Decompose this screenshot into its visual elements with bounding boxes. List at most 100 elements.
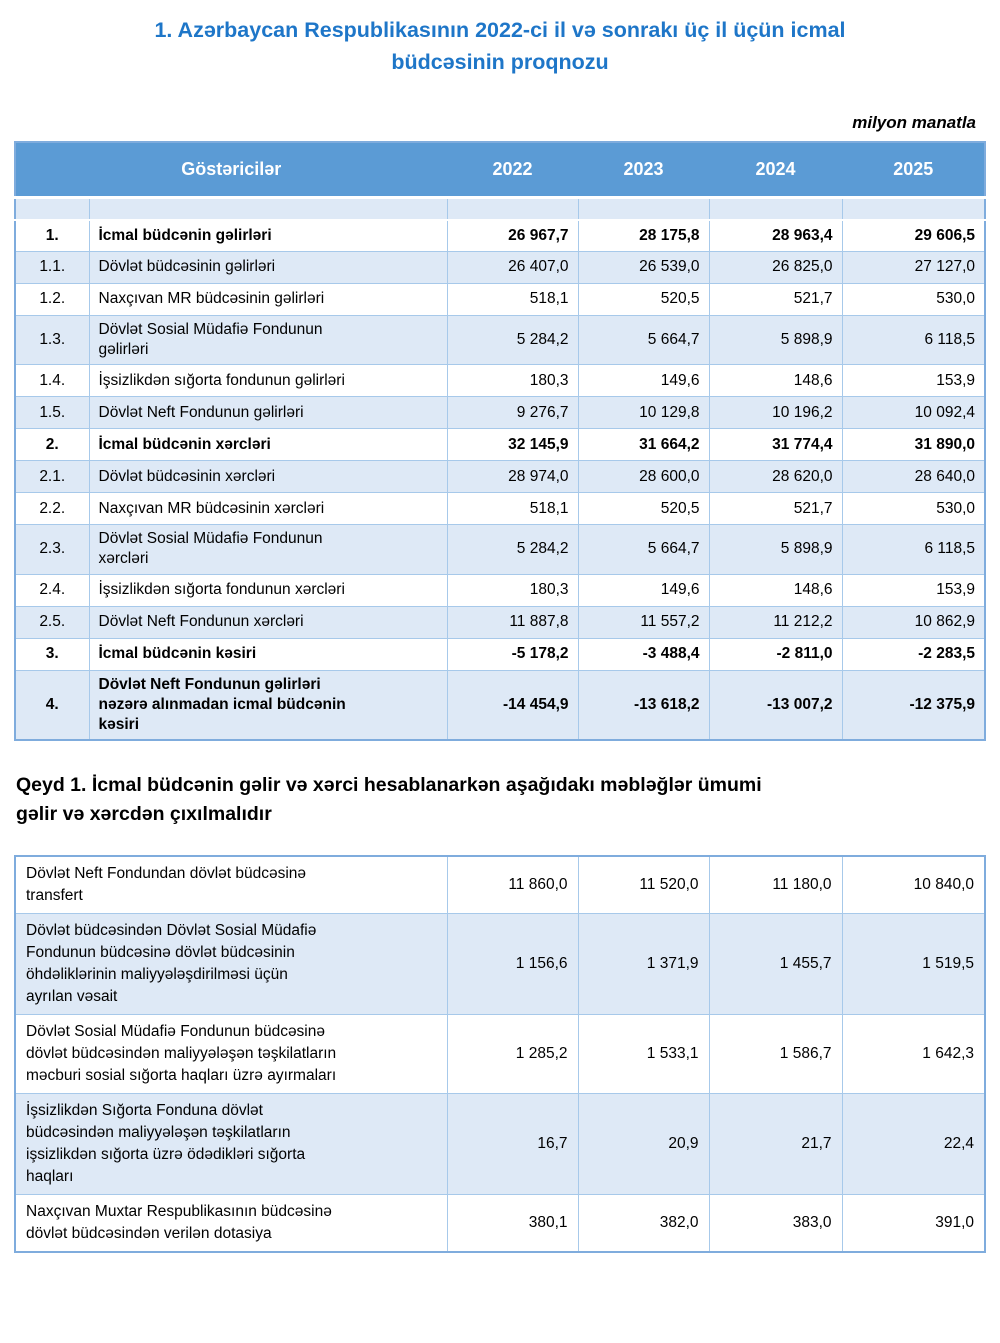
table-row: 1.1. Dövlət büdcəsinin gəlirləri 26 407,0 2… (14, 251, 986, 284)
row-label: İşsizlikdən sığorta fondunun xərcləri (88, 573, 448, 607)
value-2024: 521,7 (708, 283, 843, 316)
row-label: Dövlət Sosial Müdafiə Fondunun büdcəsinə… (14, 1014, 448, 1095)
row-number: 2.2. (14, 492, 90, 526)
value-2024: 11 180,0 (708, 855, 843, 915)
note-text: Qeyd 1. İcmal büdcənin gəlir və xərci he… (16, 773, 762, 826)
value-2025: 530,0 (841, 492, 986, 526)
value-2024: 21,7 (708, 1093, 843, 1196)
value-2022: -14 454,9 (446, 669, 579, 741)
value-2022: 11 860,0 (446, 855, 579, 915)
value-2023: 26 539,0 (577, 251, 710, 284)
value-2025: 31 890,0 (841, 428, 986, 462)
value-2025: -2 283,5 (841, 637, 986, 671)
value-2025: 27 127,0 (841, 251, 986, 284)
value-2022: 16,7 (446, 1093, 579, 1196)
value-2022: 5 284,2 (446, 524, 579, 575)
row-label: İcmal büdcənin xərcləri (88, 428, 448, 462)
value-2023: 149,6 (577, 573, 710, 607)
value-2022: 518,1 (446, 283, 579, 316)
row-label: Dövlət Neft Fondundan dövlət büdcəsinə t… (14, 855, 448, 915)
value-2022: 180,3 (446, 364, 579, 398)
row-label: Naxçıvan Muxtar Respublikasının büdcəsin… (14, 1194, 448, 1253)
value-2022: 518,1 (446, 492, 579, 526)
row-label: Dövlət Neft Fondunun xərcləri (88, 605, 448, 639)
table-row: 2.3. Dövlət Sosial Müdafiə Fondunun xərcl… (14, 524, 986, 575)
value-2024: -2 811,0 (708, 637, 843, 671)
row-label: Dövlət büdcəsinin gəlirləri (88, 251, 448, 284)
table-row: 1.5. Dövlət Neft Fondunun gəlirləri 9 276,… (14, 396, 986, 430)
value-2025: 28 640,0 (841, 460, 986, 494)
value-2024: 383,0 (708, 1194, 843, 1253)
deductions-table: Dövlət Neft Fondundan dövlət büdcəsinə t… (14, 855, 987, 1254)
header-year-2025: 2025 (841, 141, 986, 199)
value-2023: 11 520,0 (577, 855, 710, 915)
header-year-2024: 2024 (708, 141, 843, 199)
value-2024: 5 898,9 (708, 314, 843, 366)
header-year-2023: 2023 (577, 141, 710, 199)
value-2025: 22,4 (841, 1093, 986, 1196)
table-row: 2. İcmal büdcənin xərcləri 32 145,9 31 664,… (14, 428, 986, 462)
value-2023: 20,9 (577, 1093, 710, 1196)
row-label: Dövlət Neft Fondunun gəlirləri nəzərə al… (88, 669, 448, 741)
table-row: İşsizlikdən Sığorta Fonduna dövlət büdcə… (14, 1093, 986, 1196)
value-2024: 26 825,0 (708, 251, 843, 284)
row-label: İcmal büdcənin gəlirləri (88, 219, 448, 252)
value-2023: 382,0 (577, 1194, 710, 1253)
value-2022: 1 285,2 (446, 1014, 579, 1095)
value-2022: 28 974,0 (446, 460, 579, 494)
row-number: 1.2. (14, 283, 90, 316)
row-number: 1.5. (14, 396, 90, 430)
page-title: 1. Azərbaycan Respublikasının 2022-ci il… (154, 18, 846, 75)
value-2022: 180,3 (446, 573, 579, 607)
row-number: 1. (14, 219, 90, 252)
value-2024: 5 898,9 (708, 524, 843, 575)
table-row: 2.4. İşsizlikdən sığorta fondunun xərclər… (14, 573, 986, 607)
value-2024: 1 455,7 (708, 913, 843, 1016)
table-row: 2.2. Naxçıvan MR büdcəsinin xərcləri 518,1… (14, 492, 986, 526)
table-row: 4. Dövlət Neft Fondunun gəlirləri nəzərə … (14, 669, 986, 741)
row-number: 1.1. (14, 251, 90, 284)
row-number: 2. (14, 428, 90, 462)
value-2025: 29 606,5 (841, 219, 986, 252)
table-row: Dövlət Neft Fondundan dövlət büdcəsinə t… (14, 855, 986, 915)
main-budget-table: Göstəricilər 2022 2023 2024 2025 1. İcmal… (14, 140, 987, 741)
spacer-row (14, 197, 986, 221)
value-2023: 28 600,0 (577, 460, 710, 494)
table-row: 2.5. Dövlət Neft Fondunun xərcləri 11 887,… (14, 605, 986, 639)
value-2025: 153,9 (841, 573, 986, 607)
value-2025: -12 375,9 (841, 669, 986, 741)
value-2022: -5 178,2 (446, 637, 579, 671)
value-2025: 1 519,5 (841, 913, 986, 1016)
value-2025: 10 840,0 (841, 855, 986, 915)
table-row: 1.4. İşsizlikdən sığorta fondunun gəlirlə… (14, 364, 986, 398)
value-2024: 521,7 (708, 492, 843, 526)
value-2022: 11 887,8 (446, 605, 579, 639)
value-2023: 1 371,9 (577, 913, 710, 1016)
table-row: Dövlət büdcəsindən Dövlət Sosial Müdafiə… (14, 913, 986, 1016)
value-2023: -13 618,2 (577, 669, 710, 741)
table-row: 1. İcmal büdcənin gəlirləri 26 967,7 28 175… (14, 219, 986, 252)
value-2025: 6 118,5 (841, 314, 986, 366)
value-2022: 32 145,9 (446, 428, 579, 462)
value-2024: 31 774,4 (708, 428, 843, 462)
value-2024: 28 620,0 (708, 460, 843, 494)
row-label: Dövlət Neft Fondunun gəlirləri (88, 396, 448, 430)
row-label: Naxçıvan MR büdcəsinin xərcləri (88, 492, 448, 526)
value-2023: 149,6 (577, 364, 710, 398)
table-row: 1.3. Dövlət Sosial Müdafiə Fondunun gəlir… (14, 314, 986, 366)
value-2022: 5 284,2 (446, 314, 579, 366)
value-2023: 520,5 (577, 492, 710, 526)
value-2022: 26 407,0 (446, 251, 579, 284)
table-row: Dövlət Sosial Müdafiə Fondunun büdcəsinə… (14, 1014, 986, 1095)
value-2023: 5 664,7 (577, 524, 710, 575)
value-2023: 520,5 (577, 283, 710, 316)
value-2024: 11 212,2 (708, 605, 843, 639)
table-row: 2.1. Dövlət büdcəsinin xərcləri 28 974,0 28… (14, 460, 986, 494)
row-label: Dövlət Sosial Müdafiə Fondunun gəlirləri (88, 314, 448, 366)
value-2022: 9 276,7 (446, 396, 579, 430)
value-2025: 391,0 (841, 1194, 986, 1253)
value-2023: 31 664,2 (577, 428, 710, 462)
row-number: 4. (14, 669, 90, 741)
value-2025: 10 862,9 (841, 605, 986, 639)
value-2022: 380,1 (446, 1194, 579, 1253)
